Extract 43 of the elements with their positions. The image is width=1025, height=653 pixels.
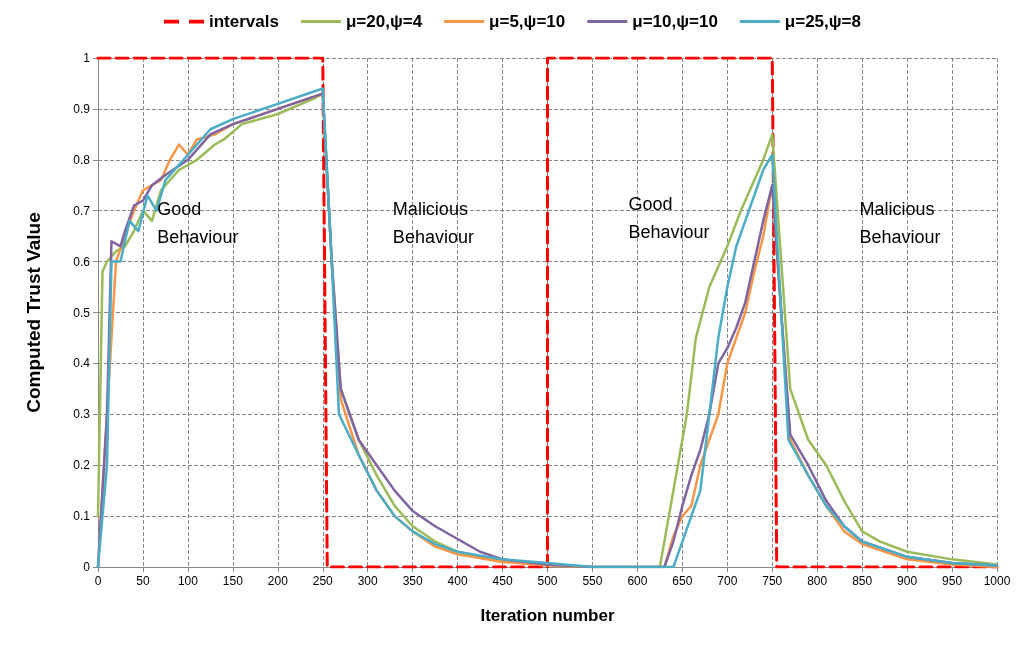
x-tick-label: 450 xyxy=(492,574,513,588)
x-tick-label: 700 xyxy=(717,574,738,588)
y-tick-label: 0.1 xyxy=(73,509,91,524)
legend-label: μ=10,ψ=10 xyxy=(632,12,718,31)
x-axis-title: Iteration number xyxy=(480,606,615,625)
y-tick-label: 0.5 xyxy=(73,305,91,320)
x-tick-label: 250 xyxy=(312,574,334,588)
x-tick-label: 600 xyxy=(627,574,648,588)
legend-label: μ=25,ψ=8 xyxy=(784,12,861,31)
x-tick-label: 1000 xyxy=(983,574,1011,588)
x-tick-label: 200 xyxy=(267,574,289,588)
x-tick-label: 400 xyxy=(447,574,468,588)
x-tick-label: 150 xyxy=(222,574,244,588)
y-tick-label: 0.7 xyxy=(73,203,91,218)
x-tick-label: 550 xyxy=(582,574,603,588)
x-tick-label: 350 xyxy=(402,574,423,588)
annotation: Malicious Behaviour xyxy=(859,199,941,248)
x-tick-label: 850 xyxy=(852,574,873,588)
legend-label: intervals xyxy=(209,12,279,31)
legend-label: μ=20,ψ=4 xyxy=(345,12,423,31)
x-tick-label: 800 xyxy=(807,574,828,588)
annotation: Malicious Behaviour xyxy=(392,199,474,248)
y-tick-label: 0.4 xyxy=(73,356,91,371)
y-tick-label: 0.2 xyxy=(73,458,91,473)
x-tick-label: 50 xyxy=(136,574,150,588)
x-tick-label: 950 xyxy=(942,574,963,588)
x-tick-label: 750 xyxy=(762,574,783,588)
x-tick-label: 900 xyxy=(897,574,918,588)
y-tick-label: 0.6 xyxy=(73,254,91,269)
y-tick-label: 1 xyxy=(83,51,91,65)
x-tick-label: 0 xyxy=(94,574,102,588)
x-tick-label: 500 xyxy=(537,574,558,588)
annotation: Good Behaviour xyxy=(157,199,239,248)
annotation: Good Behaviour xyxy=(628,194,710,243)
y-tick-label: 0.3 xyxy=(73,407,91,422)
x-tick-label: 650 xyxy=(672,574,693,588)
x-tick-label: 100 xyxy=(177,574,199,588)
legend-label: μ=5,ψ=10 xyxy=(489,12,566,31)
y-axis-title: Computed Trust Value xyxy=(23,212,44,413)
x-tick-label: 300 xyxy=(357,574,379,588)
y-tick-label: 0.8 xyxy=(73,152,91,167)
y-tick-label: 0.9 xyxy=(73,101,91,116)
y-tick-label: 0 xyxy=(83,560,91,574)
